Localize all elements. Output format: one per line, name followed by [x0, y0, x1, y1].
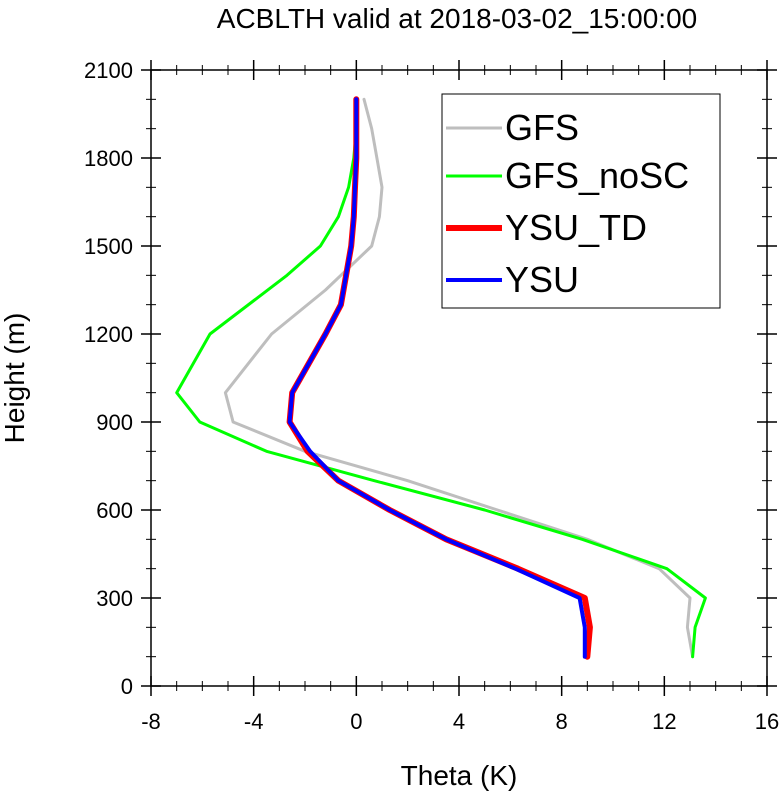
series-layer: [175, 96, 707, 660]
series-line-ysu: [287, 97, 587, 659]
y-tick-label: 300: [96, 586, 133, 611]
legend: GFS GFS_noSC YSU_TD YSU: [441, 93, 721, 309]
legend-box: [441, 93, 721, 309]
series-line-gfs-nosc: [175, 97, 707, 659]
legend-label-gfs: GFS: [505, 107, 579, 148]
y-tick-label: 900: [96, 410, 133, 435]
x-tick-label: 4: [453, 709, 465, 734]
x-tick-label: 0: [350, 709, 362, 734]
y-tick-label: 1800: [84, 146, 133, 171]
chart-title: ACBLTH valid at 2018-03-02_15:00:00: [217, 3, 697, 34]
y-tick-label: 0: [121, 674, 133, 699]
legend-label-gfs-nosc: GFS_noSC: [505, 155, 689, 196]
series-line-gfs: [223, 97, 695, 659]
legend-label-ysu: YSU: [505, 259, 579, 300]
x-tick-label: 8: [556, 709, 568, 734]
y-tick-label: 2100: [84, 58, 133, 83]
y-axis-label: Height (m): [0, 313, 30, 444]
y-tick-label: 1200: [84, 322, 133, 347]
x-tick-label: -8: [141, 709, 161, 734]
tick-layer: -8 -4 0 4 8 12 16 0 300 600 900 1200 1500 1800 2100: [84, 58, 779, 734]
x-tick-label: -4: [244, 709, 264, 734]
x-axis-label: Theta (K): [401, 760, 518, 791]
y-tick-label: 600: [96, 498, 133, 523]
legend-label-ysu-td: YSU_TD: [505, 207, 647, 248]
x-tick-label: 16: [755, 709, 779, 734]
x-tick-label: 12: [652, 709, 676, 734]
y-tick-label: 1500: [84, 234, 133, 259]
